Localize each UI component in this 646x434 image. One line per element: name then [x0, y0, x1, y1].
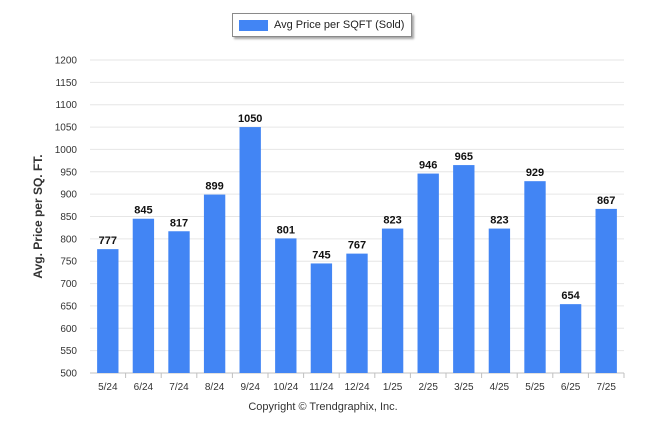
data-label: 823: [383, 215, 401, 227]
legend-label: Avg Price per SQFT (Sold): [274, 19, 405, 31]
x-tick-label: 1/25: [383, 382, 403, 393]
x-tick-label: 5/24: [98, 382, 118, 393]
data-label: 867: [597, 195, 615, 207]
bar: [488, 228, 511, 373]
bar: [168, 231, 190, 373]
y-tick-label: 700: [60, 279, 77, 290]
x-tick-label: 6/24: [134, 382, 154, 393]
data-label: 965: [455, 151, 473, 163]
y-tick-label: 1100: [55, 100, 77, 111]
bar: [417, 173, 439, 373]
chart-legend: Avg Price per SQFT (Sold): [232, 13, 412, 37]
bar: [310, 263, 333, 373]
x-tick-label: 8/24: [205, 382, 225, 393]
bar: [132, 218, 155, 373]
x-tick-label: 4/25: [490, 382, 510, 393]
y-tick-label: 500: [60, 369, 77, 380]
y-tick-label: 1000: [55, 145, 78, 156]
bar: [203, 194, 226, 373]
data-label: 823: [490, 215, 508, 227]
x-tick-label: 5/25: [525, 382, 545, 393]
x-tick-label: 2/25: [418, 382, 438, 393]
y-axis-title: Avg. Price per SQ. FT.: [31, 154, 45, 278]
data-label: 801: [277, 224, 295, 236]
y-tick-label: 600: [60, 324, 77, 335]
y-tick-label: 550: [60, 346, 77, 357]
data-label: 767: [348, 240, 366, 252]
y-tick-label: 1150: [55, 78, 77, 89]
data-label: 1050: [238, 113, 262, 125]
data-label: 817: [170, 217, 188, 229]
bar: [559, 304, 582, 373]
y-tick-label: 900: [60, 190, 77, 201]
legend-swatch: [239, 19, 268, 31]
y-tick-label: 650: [60, 301, 77, 312]
x-tick-label: 7/24: [169, 382, 189, 393]
y-tick-label: 950: [60, 167, 77, 178]
data-label: 654: [561, 290, 580, 302]
bar: [346, 253, 368, 373]
data-label: 899: [205, 181, 223, 193]
bar: [275, 238, 297, 373]
x-tick-label: 3/25: [454, 382, 474, 393]
y-tick-label: 750: [60, 257, 77, 268]
data-label: 845: [134, 205, 152, 217]
bar: [595, 208, 617, 373]
y-tick-label: 800: [60, 234, 77, 245]
bar: [453, 165, 475, 373]
bar: [97, 249, 119, 373]
bar: [239, 127, 261, 373]
y-tick-label: 1200: [55, 56, 78, 67]
data-label: 929: [526, 167, 544, 179]
bar: [381, 228, 404, 373]
x-tick-label: 10/24: [273, 382, 298, 393]
bar: [524, 181, 546, 373]
data-label: 745: [312, 249, 330, 261]
copyright-text: Copyright © Trendgraphix, Inc.: [248, 401, 398, 413]
x-tick-label: 12/24: [344, 382, 369, 393]
data-label: 946: [419, 160, 437, 172]
x-tick-label: 7/25: [596, 382, 616, 393]
x-tick-label: 6/25: [561, 382, 581, 393]
y-tick-label: 1050: [55, 123, 78, 134]
y-tick-label: 850: [60, 212, 77, 223]
x-tick-label: 9/24: [240, 382, 260, 393]
x-tick-label: 11/24: [309, 382, 334, 393]
data-label: 777: [99, 235, 117, 247]
